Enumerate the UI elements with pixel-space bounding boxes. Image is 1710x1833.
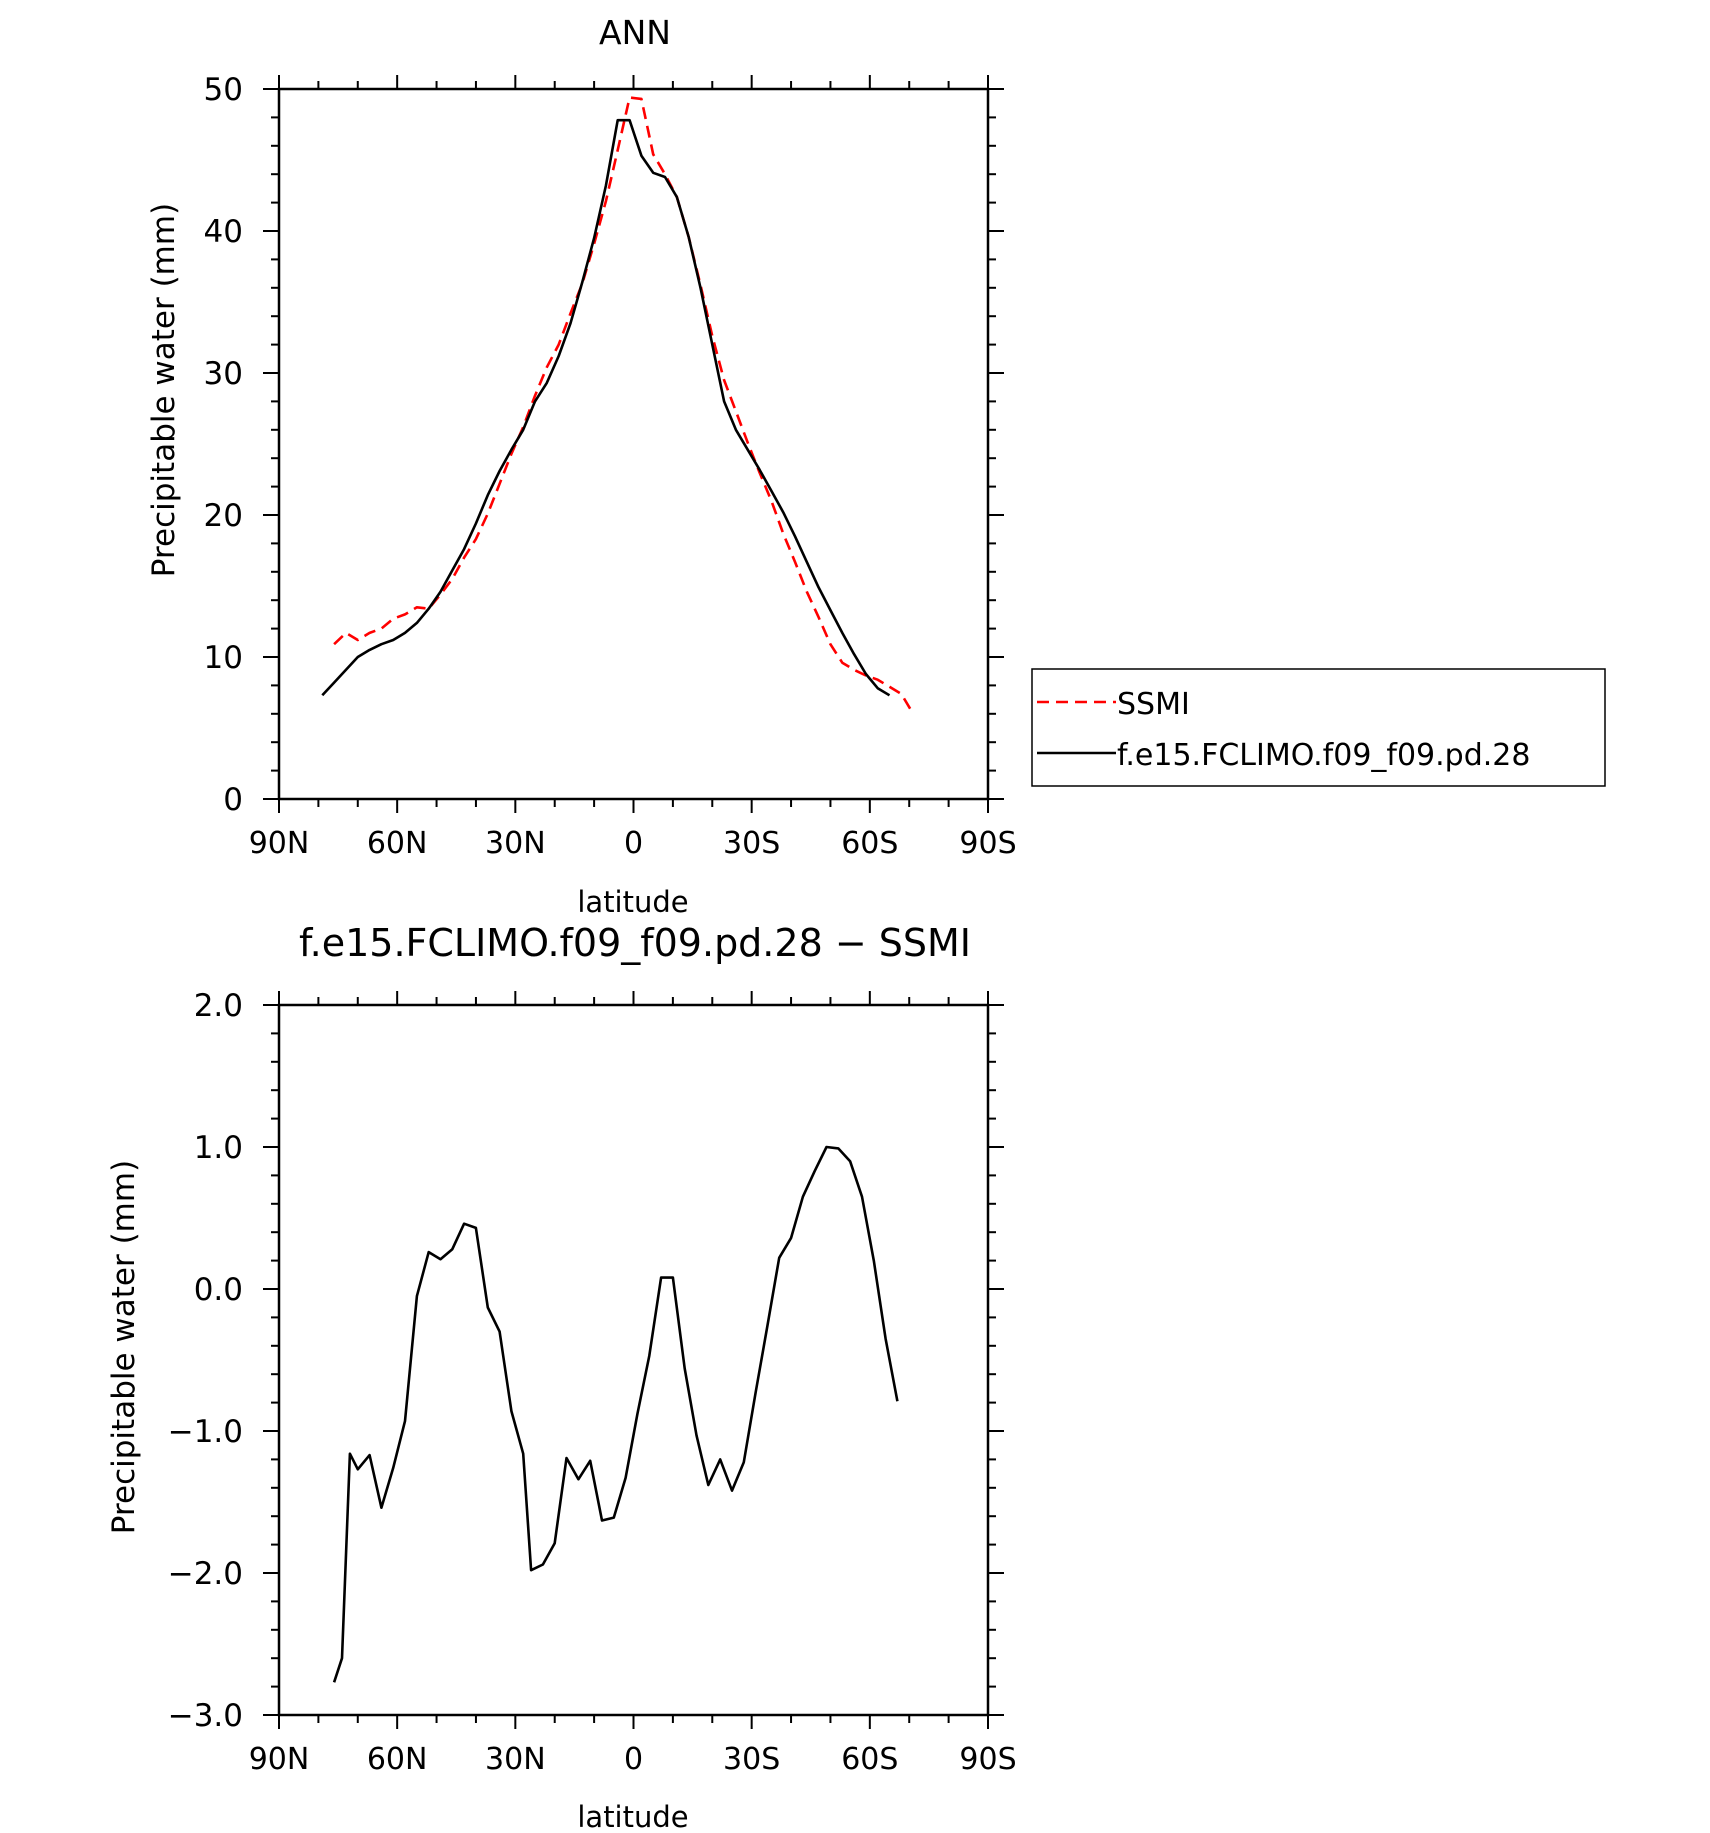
bottom-y-tick-label: 2.0	[194, 988, 243, 1024]
bottom-ticks	[263, 991, 1004, 1729]
bottom-y-tick-label: 1.0	[194, 1130, 243, 1166]
bottom-plot-frame	[277, 1003, 990, 1717]
legend: SSMI f.e15.FCLIMO.f09_f09.pd.28	[1031, 668, 1606, 787]
panel-annual: ANN Precipitable water (mm) latitude 90N…	[146, 13, 1017, 919]
top-ticks	[263, 75, 1004, 813]
bottom-xlabel: latitude	[577, 1800, 688, 1833]
top-title: ANN	[599, 13, 671, 52]
legend-frame	[1031, 668, 1606, 787]
bottom-x-tick-label: 90S	[959, 1742, 1016, 1777]
top-y-tick-label: 10	[204, 640, 243, 676]
panel-difference: f.e15.FCLIMO.f09_f09.pd.28 − SSMI Precip…	[106, 921, 1017, 1833]
bottom-x-tick-label: 0	[624, 1742, 643, 1777]
top-series	[321, 96, 915, 715]
top-y-tick-labels: 0 10 20 30 40 50	[204, 72, 243, 818]
top-series-ssmi-line	[333, 96, 915, 715]
bottom-y-tick-label: −2.0	[168, 1556, 243, 1592]
top-x-tick-label: 30N	[485, 826, 546, 861]
bottom-x-tick-label: 60N	[367, 1742, 428, 1777]
top-x-tick-label: 60N	[367, 826, 428, 861]
top-series-f-e15-fclimo-f09-f09-pd-28-line	[321, 118, 891, 697]
bottom-title: f.e15.FCLIMO.f09_f09.pd.28 − SSMI	[299, 921, 971, 965]
top-x-tick-label: 90N	[249, 826, 310, 861]
bottom-y-tick-label: −3.0	[168, 1698, 243, 1734]
bottom-x-tick-label: 30N	[485, 1742, 546, 1777]
top-y-tick-label: 0	[223, 782, 243, 818]
bottom-x-tick-label: 90N	[249, 1742, 310, 1777]
bottom-x-tick-label: 60S	[841, 1742, 898, 1777]
legend-label-ssmi: SSMI	[1117, 687, 1190, 722]
bottom-x-tick-label: 30S	[723, 1742, 780, 1777]
top-y-tick-label: 50	[204, 72, 243, 108]
bottom-series	[332, 1145, 899, 1683]
top-y-tick-label: 30	[204, 356, 243, 392]
top-x-tick-label: 30S	[723, 826, 780, 861]
bottom-series-difference-line	[332, 1145, 899, 1683]
bottom-y-tick-label: −1.0	[168, 1414, 243, 1450]
top-plot-frame	[277, 87, 990, 801]
top-x-tick-labels: 90N 60N 30N 0 30S 60S 90S	[249, 826, 1017, 861]
top-ylabel: Precipitable water (mm)	[146, 203, 182, 577]
legend-label-model: f.e15.FCLIMO.f09_f09.pd.28	[1117, 738, 1530, 773]
top-x-tick-label: 90S	[959, 826, 1016, 861]
top-x-tick-label: 0	[624, 826, 643, 861]
top-xlabel: latitude	[577, 885, 688, 919]
top-x-tick-label: 60S	[841, 826, 898, 861]
bottom-y-tick-label: 0.0	[194, 1272, 243, 1308]
bottom-y-tick-labels: 2.0 1.0 0.0 −1.0 −2.0 −3.0	[168, 988, 243, 1734]
bottom-ylabel: Precipitable water (mm)	[106, 1160, 142, 1534]
top-y-tick-label: 40	[204, 214, 243, 250]
top-y-tick-label: 20	[204, 498, 243, 534]
bottom-x-tick-labels: 90N 60N 30N 0 30S 60S 90S	[249, 1742, 1017, 1777]
